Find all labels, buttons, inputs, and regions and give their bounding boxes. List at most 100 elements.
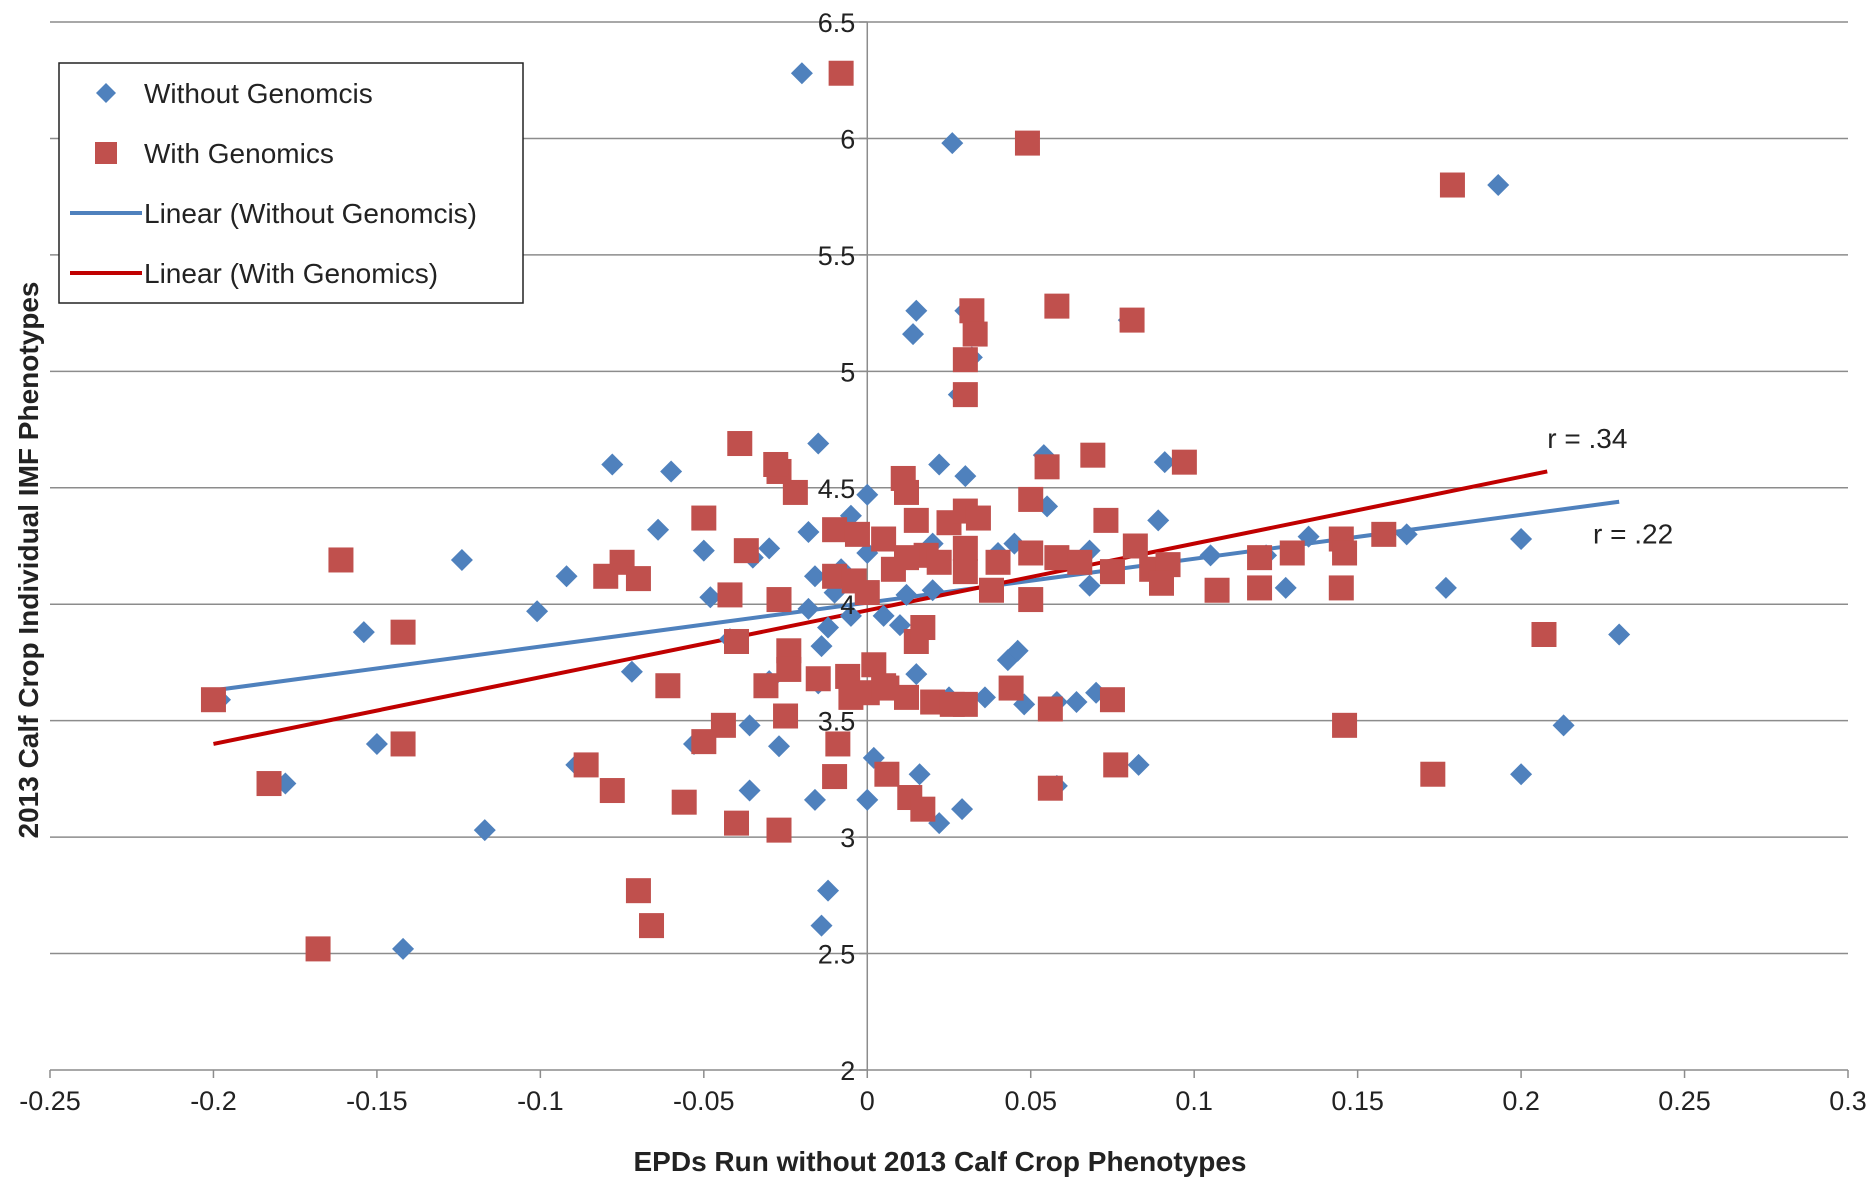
diamond-point [620, 660, 643, 683]
square-point [1531, 621, 1557, 647]
square-point [959, 298, 985, 324]
x-tick-label: 0 [860, 1086, 875, 1116]
square-point [1247, 545, 1273, 571]
diamond-point [738, 779, 761, 802]
square-point [1037, 696, 1063, 722]
square-point [305, 936, 331, 962]
square-point [625, 878, 651, 904]
square-point [753, 673, 779, 699]
square-point [671, 789, 697, 815]
diamond-point [1065, 691, 1088, 714]
square-point [625, 566, 651, 592]
square-point [910, 796, 936, 822]
diamond-point [692, 539, 715, 562]
y-axis-title: 2013 Calf Crop Individual IMF Phenotypes [13, 282, 44, 839]
square-point [1247, 575, 1273, 601]
diamond-point [738, 714, 761, 737]
square-point [952, 559, 978, 585]
diamond-point [392, 937, 415, 960]
square-point [1018, 587, 1044, 613]
diamond-point [758, 537, 781, 560]
y-tick-label: 2.5 [818, 940, 856, 970]
square-point [828, 60, 854, 86]
square-point [1080, 442, 1106, 468]
square-point [1018, 486, 1044, 512]
diamond-point [526, 600, 549, 623]
square-point [573, 752, 599, 778]
square-point [985, 549, 1011, 575]
diamond-point [473, 819, 496, 842]
diamond-point [1274, 576, 1297, 599]
square-point [1332, 540, 1358, 566]
square-point [1439, 172, 1465, 198]
legend: Without Genomcis With Genomics Linear (Wit… [58, 62, 524, 304]
square-point [599, 778, 625, 804]
square-point [1093, 507, 1119, 533]
y-tick-label: 3 [840, 823, 855, 853]
diamond-point [365, 732, 388, 755]
diamond-point [790, 62, 813, 85]
y-tick-label: 6 [840, 124, 855, 154]
diamond-point [1153, 451, 1176, 474]
diamond-point [1608, 623, 1631, 646]
square-point [776, 656, 802, 682]
square-point [773, 703, 799, 729]
square-point [733, 538, 759, 564]
diamond-point [872, 604, 895, 627]
legend-diamond-marker [96, 83, 116, 103]
diamond-point [810, 914, 833, 937]
square-point [1103, 752, 1129, 778]
correlation-annotation: r = .34 [1547, 423, 1627, 454]
diamond-point [928, 453, 951, 476]
data-points [200, 60, 1631, 962]
diamond-point [807, 432, 830, 455]
square-point [1148, 570, 1174, 596]
diamond-point [1147, 509, 1170, 532]
square-point [1037, 775, 1063, 801]
square-point [1371, 521, 1397, 547]
square-point [825, 731, 851, 757]
diamond-point [839, 604, 862, 627]
diamond-point [817, 879, 840, 902]
y-tick-label: 5.5 [818, 241, 856, 271]
annotations: r = .34 r = .22 [1547, 423, 1673, 549]
square-point [724, 628, 750, 654]
square-point [1018, 540, 1044, 566]
x-tick-label: -0.05 [673, 1086, 735, 1116]
diamond-point [905, 663, 928, 686]
diamond-point [699, 586, 722, 609]
y-tick-label: 6.5 [818, 8, 856, 38]
square-point [1279, 540, 1305, 566]
square-point [822, 764, 848, 790]
diamond-point [908, 763, 931, 786]
diamond-point [601, 453, 624, 476]
diamond-point [856, 788, 879, 811]
square-point [952, 347, 978, 373]
square-point [256, 771, 282, 797]
diamond-point [895, 583, 918, 606]
square-point [1099, 559, 1125, 585]
diamond-point [797, 521, 820, 544]
diamond-point [921, 579, 944, 602]
x-tick-label: -0.25 [19, 1086, 81, 1116]
x-tick-label: -0.2 [190, 1086, 237, 1116]
square-point [766, 817, 792, 843]
square-point [727, 431, 753, 457]
square-point [822, 517, 848, 543]
diamond-point [902, 323, 925, 346]
x-tick-label: 0.2 [1502, 1086, 1540, 1116]
square-point [1099, 687, 1125, 713]
square-point [782, 479, 808, 505]
diamond-point [817, 616, 840, 639]
square-point [1044, 545, 1070, 571]
diamond-point [1006, 639, 1029, 662]
square-point [763, 451, 789, 477]
square-point [805, 666, 831, 692]
diamond-point [647, 518, 670, 541]
diamond-point [1510, 528, 1533, 551]
square-point [639, 913, 665, 939]
x-tick-label: 0.3 [1829, 1086, 1867, 1116]
square-point [1328, 575, 1354, 601]
trendline-with-genomics [213, 469, 1548, 746]
